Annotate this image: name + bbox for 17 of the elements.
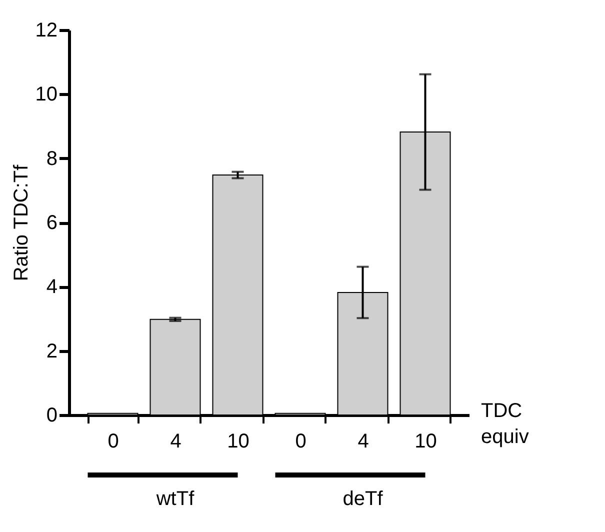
x-tick-label: 10 bbox=[414, 430, 437, 452]
x-tick-label: 4 bbox=[358, 430, 369, 452]
text: TDC equiv bbox=[481, 400, 529, 448]
y-axis-title: Ratio TDC:Tf bbox=[10, 164, 32, 282]
x-tick-label: 4 bbox=[170, 430, 182, 452]
x-tick-label: 0 bbox=[108, 430, 119, 452]
y-tick-label: 10 bbox=[35, 84, 58, 106]
y-tick-label: 12 bbox=[35, 20, 58, 42]
text: wtTf bbox=[155, 488, 195, 510]
y-tick-label: 0 bbox=[46, 404, 58, 426]
y-tick-label: 2 bbox=[46, 340, 58, 362]
y-tick-label: 6 bbox=[46, 212, 58, 234]
x-tick-label: 0 bbox=[295, 430, 306, 452]
x-tick-label: 10 bbox=[227, 430, 250, 452]
text: deTf bbox=[342, 488, 384, 510]
y-tick-label: 4 bbox=[46, 276, 58, 298]
y-tick-label: 8 bbox=[46, 148, 58, 170]
